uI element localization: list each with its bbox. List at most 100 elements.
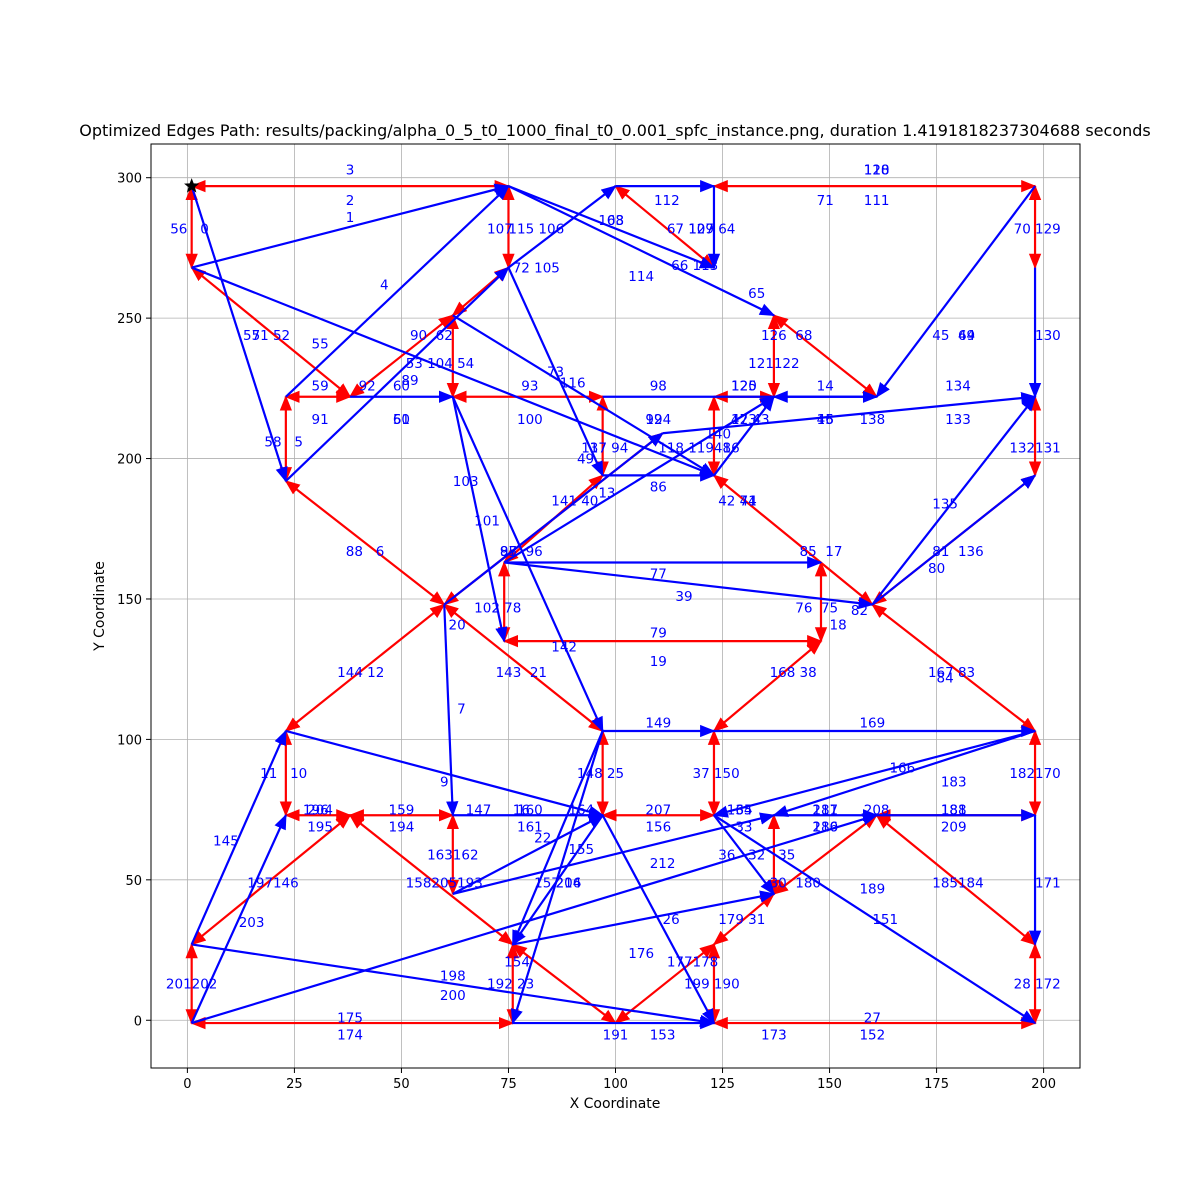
edge-label: 19 <box>650 654 667 670</box>
edge-label: 115 <box>508 221 534 237</box>
edge-label: 202 <box>192 977 218 993</box>
red-edge <box>284 480 446 606</box>
edge-label: 179 <box>718 912 744 928</box>
edge-label: 16 <box>513 803 530 819</box>
edge-label: 211 <box>812 803 838 819</box>
edge-label: 15 <box>817 412 834 428</box>
x-tick-label: 0 <box>183 1077 191 1092</box>
edge-label: 162 <box>453 848 479 864</box>
edge-label: 188 <box>941 803 967 819</box>
edge-label: 58 <box>264 435 281 451</box>
edge-label: 44 <box>958 328 975 344</box>
blue-edge <box>713 395 775 477</box>
edge-label: 184 <box>958 876 984 892</box>
edge-label: 64 <box>718 221 735 237</box>
edge-label: 185 <box>932 876 958 892</box>
edge-label: 12 <box>367 665 384 681</box>
edge-label: 88 <box>346 544 363 560</box>
edge-label: 112 <box>654 193 680 209</box>
y-tick-label: 250 <box>117 312 142 327</box>
blue-edge <box>190 813 287 1024</box>
edge-label: 146 <box>273 876 299 892</box>
edge-label: 13 <box>598 485 615 501</box>
edge-label: 150 <box>714 766 740 782</box>
y-tick-label: 0 <box>134 1014 142 1029</box>
edge-label: 174 <box>337 1027 363 1043</box>
edge-label: 30 <box>770 876 787 892</box>
blue-edge <box>452 812 776 895</box>
edge-label: 9 <box>440 775 449 791</box>
grid-lines <box>151 144 1080 1068</box>
edge-label: 148 <box>577 766 603 782</box>
edge-label: 125 <box>731 379 757 395</box>
edge-label: 131 <box>1035 440 1061 456</box>
edge-label: 183 <box>941 775 967 791</box>
edge-label: 17 <box>825 544 842 560</box>
red-edge <box>443 603 604 732</box>
edge-label: 192 <box>487 977 513 993</box>
blue-edge <box>443 432 664 606</box>
blue-edge <box>507 185 617 269</box>
blue-edge <box>285 266 510 482</box>
edge-label: 113 <box>693 258 719 274</box>
edge-label: 101 <box>474 513 500 529</box>
edge-label: 66 <box>671 258 688 274</box>
edge-label: 49 <box>577 452 594 468</box>
red-edge <box>284 603 446 732</box>
edge-label: 51 <box>252 328 269 344</box>
edge-label: 161 <box>517 819 543 835</box>
edge-label: 201 <box>166 977 192 993</box>
blue-edge <box>443 604 459 817</box>
x-tick-label: 200 <box>1031 1077 1056 1092</box>
edge-label: 37 <box>693 766 710 782</box>
blue-edge <box>503 395 776 564</box>
y-tick-label: 300 <box>117 172 142 187</box>
edge-label: 87 <box>500 544 517 560</box>
edge-label: 193 <box>457 876 483 892</box>
blue-edge <box>772 729 1036 817</box>
blue-edge <box>191 813 879 1025</box>
edge-label: 16 <box>722 440 739 456</box>
red-edge <box>712 474 874 606</box>
x-tick-label: 25 <box>286 1077 303 1092</box>
edge-label: 207 <box>645 803 671 819</box>
x-tick-label: 175 <box>924 1077 949 1092</box>
edge-label: 160 <box>517 803 543 819</box>
edge-label: 65 <box>748 286 765 302</box>
blue-edge <box>512 890 776 946</box>
red-edge <box>190 814 352 946</box>
blue-edge <box>871 474 1037 606</box>
edge-label: 182 <box>1009 766 1035 782</box>
edge-label: 56 <box>170 221 187 237</box>
blue-edge <box>712 729 1036 818</box>
edge-label: 11 <box>260 766 277 782</box>
edge-label: 127 <box>688 221 714 237</box>
edge-label: 53 <box>406 356 423 372</box>
x-tick-label: 100 <box>603 1077 628 1092</box>
edge-label: 110 <box>864 162 890 178</box>
x-tick-label: 50 <box>393 1077 410 1092</box>
edge-label: 120 <box>731 379 757 395</box>
edge-label: 149 <box>645 716 671 732</box>
edge-label: 59 <box>312 379 329 395</box>
edge-label: 209 <box>941 819 967 835</box>
red-edge <box>772 314 878 398</box>
edge-label: 157 <box>534 876 560 892</box>
edge-label: 47 <box>731 412 748 428</box>
edges <box>184 178 1042 1030</box>
edge-label: 85 <box>800 544 817 560</box>
edge-label: 0 <box>200 221 209 237</box>
edge-label: 108 <box>598 213 624 229</box>
edge-label: 79 <box>650 626 667 642</box>
chart-title: Optimized Edges Path: results/packing/al… <box>79 121 1151 141</box>
edge-label: 105 <box>534 261 560 277</box>
edge-label: 126 <box>761 328 787 344</box>
blue-edge <box>452 314 716 477</box>
edge-label: 23 <box>517 977 534 993</box>
edge-label: 89 <box>401 373 418 389</box>
edge-label: 48 <box>714 440 731 456</box>
edge-label: 94 <box>611 440 628 456</box>
edge-label: 32 <box>748 848 765 864</box>
